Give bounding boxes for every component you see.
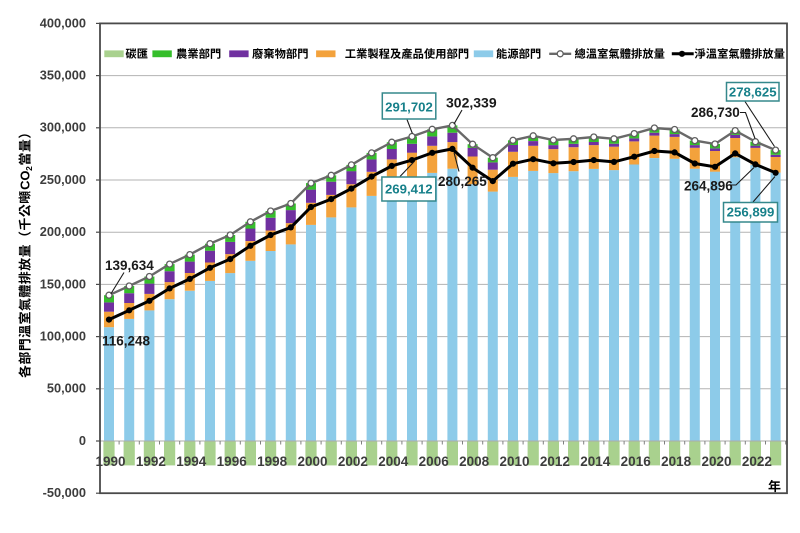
svg-text:50,000: 50,000: [47, 381, 86, 396]
svg-text:150,000: 150,000: [40, 276, 86, 291]
svg-text:200,000: 200,000: [40, 224, 86, 239]
svg-text:2020: 2020: [701, 454, 731, 469]
svg-text:2000: 2000: [297, 454, 327, 469]
svg-text:-50,000: -50,000: [43, 485, 86, 500]
svg-text:264,896: 264,896: [684, 179, 733, 194]
svg-text:350,000: 350,000: [40, 68, 86, 83]
svg-text:302,339: 302,339: [446, 95, 497, 111]
svg-text:256,899: 256,899: [727, 205, 775, 220]
svg-text:2002: 2002: [338, 454, 368, 469]
svg-text:2016: 2016: [621, 454, 652, 469]
svg-text:1990: 1990: [95, 454, 125, 469]
svg-text:1996: 1996: [217, 454, 248, 469]
svg-text:291,702: 291,702: [385, 100, 433, 115]
svg-text:1998: 1998: [257, 454, 288, 469]
svg-text:116,248: 116,248: [102, 334, 151, 349]
svg-text:2004: 2004: [378, 454, 409, 469]
svg-text:1992: 1992: [136, 454, 166, 469]
svg-text:2010: 2010: [499, 454, 529, 469]
svg-text:2012: 2012: [540, 454, 570, 469]
svg-text:2: 2: [24, 166, 34, 171]
svg-text:1994: 1994: [176, 454, 207, 469]
svg-text:278,625: 278,625: [729, 85, 777, 100]
svg-text:250,000: 250,000: [40, 172, 86, 187]
svg-text:139,634: 139,634: [105, 258, 154, 273]
svg-text:100,000: 100,000: [40, 329, 86, 344]
svg-text:0: 0: [79, 433, 86, 448]
svg-text:280,265: 280,265: [438, 174, 487, 189]
svg-text:2018: 2018: [661, 454, 692, 469]
svg-text:269,412: 269,412: [385, 182, 433, 197]
svg-text:2022: 2022: [742, 454, 772, 469]
svg-text:2006: 2006: [419, 454, 450, 469]
svg-text:286,730: 286,730: [691, 105, 740, 120]
svg-text:400,000: 400,000: [40, 15, 86, 30]
svg-text:2008: 2008: [459, 454, 490, 469]
svg-text:CO: CO: [18, 171, 33, 190]
svg-text:300,000: 300,000: [40, 120, 86, 135]
svg-text:2014: 2014: [580, 454, 611, 469]
